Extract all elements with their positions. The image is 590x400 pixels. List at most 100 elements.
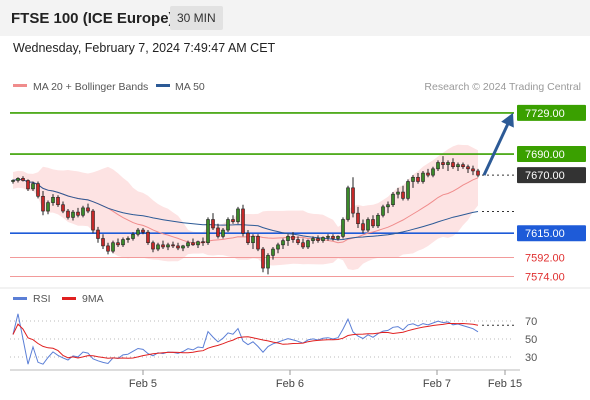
- candle-body-53: [276, 244, 280, 250]
- ma50-line: [12, 178, 479, 241]
- candle-body-41: [216, 227, 220, 237]
- datetime-label: Wednesday, February 7, 2024 7:49:47 AM C…: [13, 41, 276, 55]
- candle-body-15: [86, 207, 90, 212]
- candle-body-44: [231, 219, 235, 222]
- ma20-legend-label: MA 20 + Bollinger Bands: [33, 81, 148, 93]
- candle-74: [381, 204, 385, 218]
- candle-body-21: [116, 242, 120, 246]
- rsi-ma-legend-label: 9MA: [82, 293, 104, 305]
- candle-92: [471, 165, 475, 176]
- candle-body-39: [206, 219, 210, 244]
- candle-body-10: [61, 204, 65, 212]
- candle-body-70: [361, 223, 365, 231]
- forecast-arrow-head: [501, 112, 514, 128]
- rsi-ma-line: [12, 322, 479, 359]
- key-levels: [10, 112, 514, 277]
- candle-body-86: [441, 162, 445, 165]
- candle-51: [266, 253, 270, 275]
- candle-34: [181, 244, 185, 252]
- candle-body-60: [311, 238, 315, 241]
- candle-24: [131, 232, 135, 241]
- candle-77: [396, 187, 400, 199]
- level-badges: 7729.00 7690.00 7670.00 7615.00 7592.00 7574.…: [517, 104, 586, 284]
- candle-body-17: [96, 229, 100, 239]
- candle-1: [16, 177, 20, 183]
- candle-body-71: [366, 219, 370, 231]
- candle-79: [406, 179, 410, 201]
- candle-49: [256, 234, 260, 252]
- candle-body-31: [166, 244, 170, 248]
- candle-69: [356, 206, 360, 228]
- candle-body-79: [406, 181, 410, 199]
- candle-26: [141, 227, 145, 235]
- candle-body-52: [271, 248, 275, 256]
- level-badge-label-2: 7670.00: [525, 170, 565, 182]
- candle-48: [251, 234, 255, 250]
- candle-20: [111, 240, 115, 254]
- candle-body-47: [246, 232, 250, 244]
- candle-body-91: [466, 166, 470, 170]
- candle-body-75: [386, 204, 390, 208]
- level-badge-3: [517, 225, 586, 242]
- candle-41: [216, 223, 220, 239]
- candle-body-19: [106, 245, 110, 252]
- candle-body-43: [226, 219, 230, 231]
- candle-body-87: [446, 162, 450, 165]
- candle-52: [271, 246, 275, 260]
- candle-body-80: [411, 176, 415, 182]
- candle-32: [171, 241, 175, 248]
- candle-59: [306, 239, 310, 250]
- rsi-legend-swatch: [13, 297, 27, 300]
- candle-body-29: [156, 244, 160, 250]
- candle-65: [336, 235, 340, 241]
- candle-body-4: [31, 183, 35, 190]
- candle-body-8: [51, 197, 55, 203]
- candle-35: [186, 240, 190, 248]
- candle-87: [446, 160, 450, 171]
- level-badge-0: [517, 104, 586, 121]
- candle-body-9: [56, 197, 60, 206]
- candle-body-77: [396, 191, 400, 195]
- candle-22: [121, 237, 125, 247]
- candle-body-76: [391, 193, 395, 206]
- candle-13: [76, 207, 80, 218]
- forecast-arrow: [482, 112, 514, 176]
- candle-body-22: [121, 239, 125, 246]
- candle-body-85: [436, 162, 440, 170]
- candle-81: [416, 173, 420, 184]
- candle-82: [421, 170, 425, 184]
- chart-header: FTSE 100 (ICE Europe) 30 MIN: [0, 0, 590, 36]
- candle-71: [366, 217, 370, 233]
- level-badge-label-1: 7690.00: [525, 149, 565, 161]
- candle-body-28: [151, 242, 155, 250]
- instrument-title: FTSE 100 (ICE Europe): [11, 10, 174, 27]
- candle-70: [361, 219, 365, 234]
- candle-body-6: [41, 195, 45, 212]
- level-badge-label-0: 7729.00: [525, 108, 565, 120]
- candle-37: [196, 240, 200, 248]
- candle-61: [316, 235, 320, 243]
- candle-42: [221, 227, 225, 239]
- candle-50: [261, 246, 265, 273]
- candle-body-58: [301, 242, 305, 248]
- candle-43: [226, 217, 230, 233]
- candle-body-74: [381, 206, 385, 216]
- candle-body-37: [196, 241, 200, 246]
- candle-body-49: [256, 236, 260, 250]
- candle-86: [441, 156, 445, 169]
- candle-76: [391, 192, 395, 207]
- ma20-legend-swatch: [13, 84, 27, 87]
- candle-64: [331, 234, 335, 241]
- candle-body-5: [36, 183, 40, 197]
- candle-62: [321, 236, 325, 243]
- rsi-ma-legend-swatch: [62, 297, 76, 300]
- timeframe-badge[interactable]: 30 MIN: [170, 6, 223, 30]
- candle-body-3: [26, 180, 30, 190]
- candle-body-35: [186, 242, 190, 247]
- candle-54: [281, 238, 285, 250]
- candle-body-13: [76, 211, 80, 216]
- candle-body-18: [101, 238, 105, 247]
- candle-body-57: [296, 239, 300, 244]
- candle-4: [31, 181, 35, 191]
- candle-body-26: [141, 229, 145, 233]
